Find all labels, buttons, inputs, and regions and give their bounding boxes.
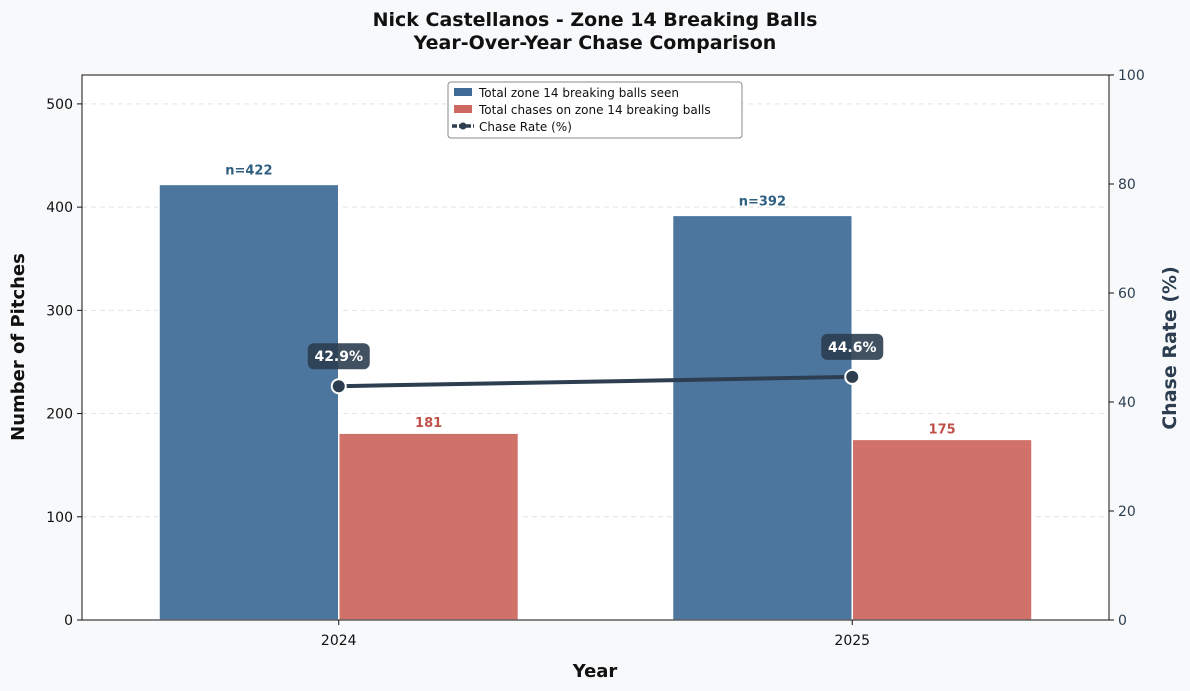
chase-rate-badge-2024 — [307, 343, 370, 370]
chase-rate-line — [330, 368, 861, 395]
legend-box — [447, 81, 743, 139]
x-axis-ticks: 2024 2025 — [321, 620, 870, 649]
left-tick-label: 0 — [64, 613, 73, 629]
left-tick-label: 500 — [46, 97, 73, 113]
bar-label-chases-2024: 181 — [415, 416, 442, 431]
chase-rate-badge-2025 — [821, 333, 884, 360]
data-labels: n=422 181 n=392 175 42.9% 44.6% — [225, 163, 955, 437]
chase-rate-label-2024: 42.9% — [314, 349, 363, 365]
chart-title-line1: Nick Castellanos - Zone 14 Breaking Ball… — [373, 9, 818, 31]
legend-swatch-chases — [454, 105, 472, 113]
legend-label-seen: Total zone 14 breaking balls seen — [478, 86, 679, 100]
right-tick-label: 0 — [1118, 613, 1127, 629]
x-tick-label: 2024 — [321, 633, 357, 649]
bar-chases-2024 — [338, 432, 520, 621]
legend-swatch-seen — [454, 88, 472, 96]
right-tick-label: 100 — [1118, 68, 1145, 84]
left-tick-label: 300 — [46, 303, 73, 319]
bar-seen-2025 — [671, 214, 854, 621]
chase-rate-point-2025 — [844, 368, 861, 385]
right-tick-label: 60 — [1118, 286, 1136, 302]
left-axis-ticks: 0 100 200 300 400 500 — [46, 97, 82, 629]
bars — [158, 183, 1033, 621]
right-tick-label: 40 — [1118, 395, 1136, 411]
left-tick-label: 200 — [46, 407, 73, 423]
x-axis-title: Year — [572, 661, 618, 682]
bar-label-seen-2024: n=422 — [225, 163, 272, 178]
y-axis-right-title: Chase Rate (%) — [1159, 266, 1181, 430]
right-tick-label: 80 — [1118, 177, 1136, 193]
legend-label-chases: Total chases on zone 14 breaking balls — [478, 103, 711, 117]
legend: Total zone 14 breaking balls seen Total … — [447, 81, 743, 139]
x-tick-label: 2025 — [834, 633, 870, 649]
bar-chases-2025 — [851, 438, 1033, 621]
chase-rate-point-2024 — [330, 378, 347, 395]
chart-title-line2: Year-Over-Year Chase Comparison — [413, 32, 777, 54]
legend-swatch-rate-marker — [459, 122, 467, 130]
legend-label-rate: Chase Rate (%) — [479, 120, 572, 134]
bar-label-seen-2025: n=392 — [739, 194, 786, 209]
plot-frame — [81, 74, 1110, 621]
left-tick-label: 400 — [46, 200, 73, 216]
chase-rate-line-path — [336, 374, 855, 389]
bar-label-chases-2025: 175 — [929, 422, 956, 437]
chase-rate-label-2025: 44.6% — [828, 340, 877, 356]
bar-seen-2024 — [158, 183, 340, 621]
right-tick-label: 20 — [1118, 504, 1136, 520]
right-axis-ticks: 0 20 40 60 80 100 — [1109, 68, 1145, 629]
y-axis-title: Number of Pitches — [8, 253, 29, 441]
left-tick-label: 100 — [46, 510, 73, 526]
